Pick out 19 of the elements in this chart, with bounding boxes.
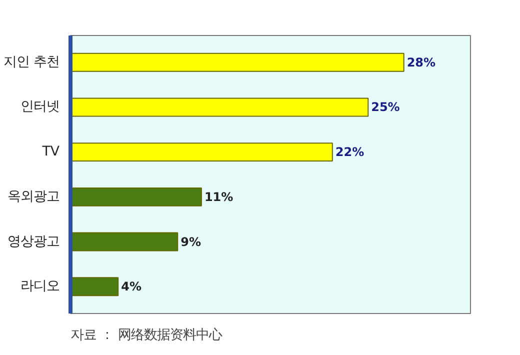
y-tick-label: TV <box>41 144 60 160</box>
bar <box>70 52 404 72</box>
data-label: 4% <box>121 280 142 294</box>
bar <box>70 142 333 162</box>
y-tick-label: 옥외광고 <box>8 189 60 204</box>
data-label: 9% <box>180 234 202 249</box>
data-label: 11% <box>204 190 234 204</box>
y-tick-label: 지인 추천 <box>3 54 60 70</box>
bar <box>70 187 202 206</box>
y-tick-label: 라디오 <box>20 279 60 294</box>
text: 자료 ： 网络数据资料中心 <box>70 327 222 343</box>
bar <box>70 98 369 117</box>
data-label: 22% <box>335 145 364 160</box>
bar <box>70 277 119 296</box>
y-tick-label: 인터넷 <box>20 100 60 115</box>
data-label: 25% <box>371 100 400 114</box>
data-label: 28% <box>406 55 436 70</box>
bar <box>70 232 178 252</box>
y-tick-label: 영상광고 <box>8 234 60 250</box>
